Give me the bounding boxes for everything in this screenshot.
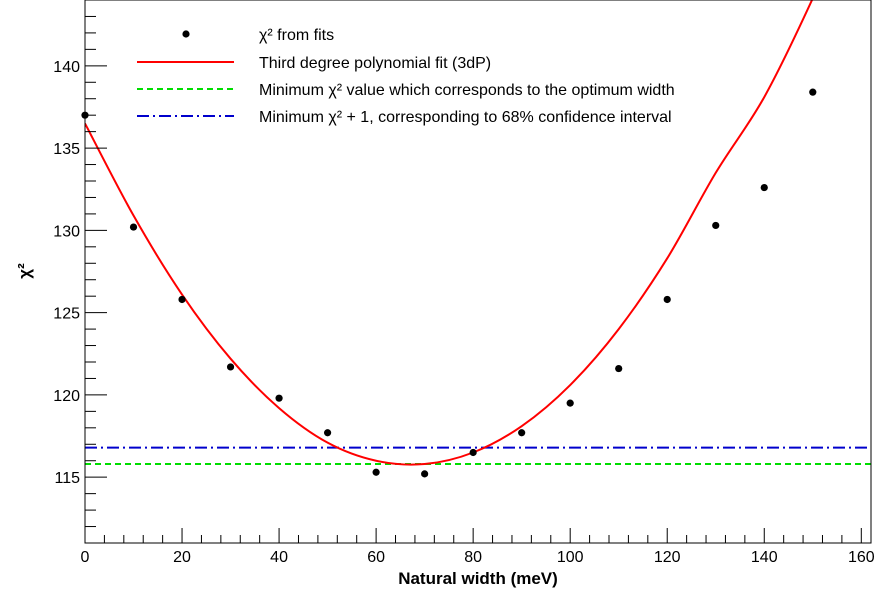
axes: 0 20 40 60 80 100 120 140 160 115 120 125 130 135 140 bbox=[53, 0, 875, 566]
legend-label: Minimum χ² value which corresponds to th… bbox=[259, 82, 675, 99]
y-axis-title: χ² bbox=[15, 263, 34, 279]
x-tick-label: 100 bbox=[557, 549, 584, 566]
data-point bbox=[226, 363, 235, 371]
y-tick-label: 125 bbox=[53, 306, 80, 323]
x-tick-label: 40 bbox=[270, 549, 288, 566]
legend-label: Minimum χ² + 1, corresponding to 68% con… bbox=[259, 109, 672, 126]
plot-frame bbox=[84, 0, 872, 544]
x-tick-label: 60 bbox=[367, 549, 385, 566]
y-tick-label: 140 bbox=[53, 59, 80, 76]
x-tick-label: 80 bbox=[464, 549, 482, 566]
data-point bbox=[178, 295, 186, 304]
y-tick-label: 135 bbox=[53, 141, 80, 158]
legend-label: Third degree polynomial fit (3dP) bbox=[259, 55, 491, 72]
data-point bbox=[469, 448, 477, 457]
x-tick-label: 20 bbox=[173, 549, 191, 566]
data-point bbox=[760, 183, 768, 192]
data-point bbox=[809, 88, 817, 96]
polynomial-fit-curve bbox=[85, 0, 814, 466]
data-point bbox=[615, 364, 623, 373]
data-point bbox=[129, 223, 138, 231]
plot-points bbox=[81, 88, 817, 478]
y-tick-label: 115 bbox=[54, 470, 80, 487]
x-tick-label: 140 bbox=[751, 549, 778, 566]
x-axis-title: Natural width (meV) bbox=[398, 569, 558, 588]
data-point bbox=[421, 470, 429, 478]
data-point bbox=[663, 295, 671, 304]
plot-lines bbox=[85, 0, 871, 466]
y-tick-label: 130 bbox=[53, 223, 80, 240]
data-point bbox=[323, 429, 332, 437]
legend: χ² from fits Third degree polynomial fit … bbox=[137, 27, 675, 126]
data-point bbox=[275, 394, 283, 402]
x-tick-label: 120 bbox=[654, 549, 681, 566]
data-point bbox=[566, 399, 574, 407]
legend-label: χ² from fits bbox=[259, 27, 334, 44]
y-tick-label: 120 bbox=[53, 388, 80, 405]
legend-marker-points bbox=[182, 30, 190, 38]
data-point bbox=[518, 429, 526, 437]
x-tick-label: 160 bbox=[848, 549, 875, 566]
data-point bbox=[372, 468, 380, 476]
x-tick-label: 0 bbox=[81, 549, 90, 566]
data-point bbox=[712, 221, 720, 230]
